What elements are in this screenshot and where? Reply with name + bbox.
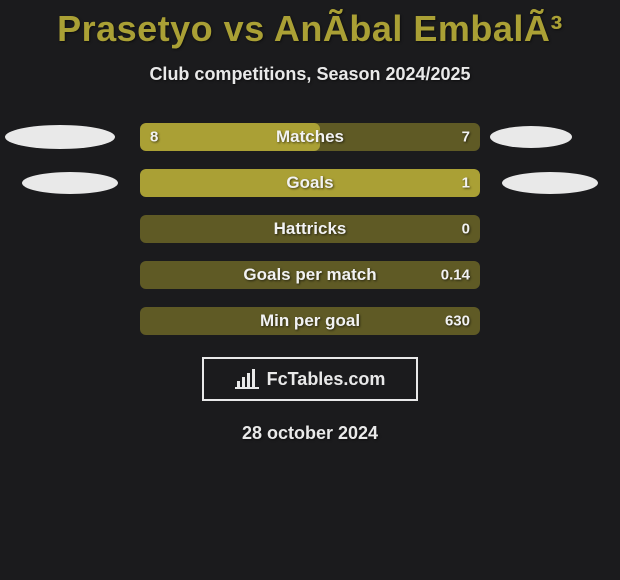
stat-value-right: 1 bbox=[462, 175, 470, 192]
stat-row: 0 Hattricks bbox=[0, 215, 620, 243]
stat-value-right: 7 bbox=[462, 129, 470, 146]
player-right-marker bbox=[502, 172, 598, 194]
stat-label: Min per goal bbox=[260, 311, 360, 331]
snapshot-date: 28 october 2024 bbox=[0, 423, 620, 444]
stat-label: Goals per match bbox=[243, 265, 376, 285]
stat-value-left: 8 bbox=[150, 129, 158, 146]
bars-chart-icon bbox=[235, 369, 259, 389]
stat-row: 630 Min per goal bbox=[0, 307, 620, 335]
stat-bar: 0 Hattricks bbox=[140, 215, 480, 243]
stat-bar: 1 Goals bbox=[140, 169, 480, 197]
brand-badge: FcTables.com bbox=[202, 357, 418, 401]
player-right-marker bbox=[490, 126, 572, 148]
page-title: Prasetyo vs AnÃ­bal EmbalÃ³ bbox=[0, 0, 620, 50]
stat-rows: 8 7 Matches 1 Goals 0 Hattricks 0.14 Goals per m… bbox=[0, 123, 620, 335]
player-left-marker bbox=[5, 125, 115, 149]
stat-value-right: 0 bbox=[462, 221, 470, 238]
stat-row: 8 7 Matches bbox=[0, 123, 620, 151]
subtitle: Club competitions, Season 2024/2025 bbox=[0, 64, 620, 85]
brand-text: FcTables.com bbox=[267, 369, 386, 390]
stat-label: Goals bbox=[286, 173, 333, 193]
stat-label: Hattricks bbox=[274, 219, 347, 239]
stat-label: Matches bbox=[276, 127, 344, 147]
stat-bar: 0.14 Goals per match bbox=[140, 261, 480, 289]
stat-value-right: 0.14 bbox=[441, 267, 470, 284]
stat-bar: 8 7 Matches bbox=[140, 123, 480, 151]
player-left-marker bbox=[22, 172, 118, 194]
stat-row: 0.14 Goals per match bbox=[0, 261, 620, 289]
comparison-card: Prasetyo vs AnÃ­bal EmbalÃ³ Club competi… bbox=[0, 0, 620, 580]
stat-value-right: 630 bbox=[445, 313, 470, 330]
stat-bar: 630 Min per goal bbox=[140, 307, 480, 335]
stat-row: 1 Goals bbox=[0, 169, 620, 197]
